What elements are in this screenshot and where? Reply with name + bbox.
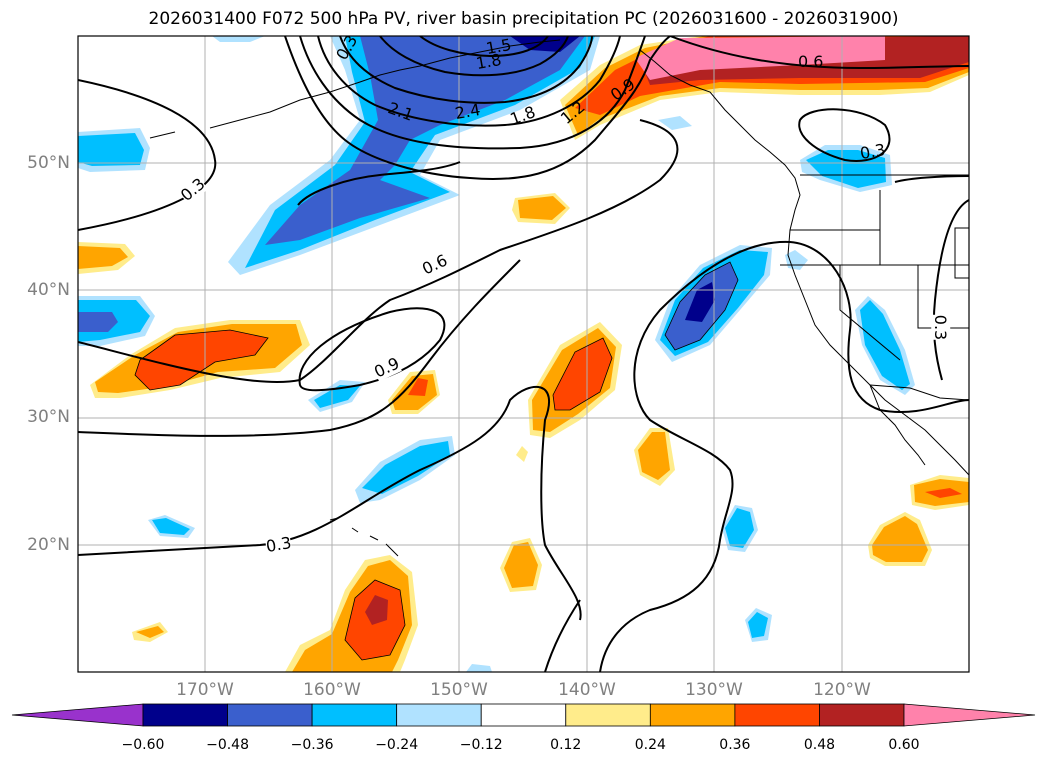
positive-anomaly-region: [365, 595, 388, 625]
graticule: [78, 36, 969, 672]
state-border: [917, 265, 969, 329]
colorbar-tick-label: 0.24: [634, 737, 666, 753]
map-frame: [77, 35, 970, 673]
contour-line: [284, 36, 671, 181]
latitude-label: 30°N: [27, 407, 70, 427]
negative-anomaly-region: [748, 612, 768, 638]
region-outline: [134, 329, 269, 391]
region-outline: [552, 337, 613, 411]
contour-line: [544, 599, 581, 672]
positive-anomaly-region: [635, 36, 885, 80]
precipitation-shading: [78, 36, 969, 672]
contour-line: [894, 175, 969, 183]
negative-anomaly-region: [314, 385, 360, 408]
contour-line: [78, 79, 217, 231]
coastlines: [149, 39, 969, 557]
positive-anomaly-region: [136, 626, 164, 638]
pv-contours: [78, 36, 969, 672]
negative-anomaly-region: [78, 312, 118, 332]
contour-line: [379, 36, 569, 77]
colorbar-tick-label: −0.48: [206, 737, 249, 753]
colorbar-tick-label: 0.60: [888, 737, 920, 753]
negative-anomaly-region: [658, 116, 692, 130]
negative-anomaly-region: [725, 508, 754, 548]
contour-line: [78, 119, 679, 383]
positive-anomaly-region: [78, 246, 128, 269]
contour-line: [599, 240, 969, 672]
contour-line: [299, 36, 646, 150]
contour-label: 0.6: [798, 52, 824, 71]
negative-anomaly-region: [685, 282, 715, 322]
positive-anomaly-region: [638, 432, 670, 480]
positive-anomaly-region: [553, 338, 612, 410]
positive-anomaly-region: [872, 516, 928, 562]
contour-line: [419, 36, 549, 58]
longitude-label: 140°W: [558, 680, 616, 700]
positive-anomaly-region: [135, 330, 268, 390]
map-title: 2026031400 F072 500 hPa PV, river basin …: [148, 9, 899, 29]
negative-anomaly-region: [265, 36, 585, 245]
positive-anomaly-region: [516, 446, 528, 462]
colorbar-tick-label: 0.48: [803, 737, 836, 753]
latitude-label: 40°N: [27, 280, 70, 300]
latitude-label: 50°N: [27, 153, 70, 173]
baja-california-coastline: [869, 384, 926, 466]
us-mexico-border: [869, 384, 969, 401]
negative-anomaly-region: [362, 441, 450, 494]
state-border: [954, 227, 969, 279]
positive-anomaly-region: [518, 196, 566, 220]
negative-anomaly-region: [152, 518, 190, 535]
colorbar-tick-label: −0.36: [290, 737, 334, 753]
contour-line: [317, 36, 621, 127]
contour-line: [298, 307, 446, 392]
colorbar-tick-label: 0.36: [719, 737, 751, 753]
shading-outline: [134, 261, 739, 661]
positive-anomaly-region: [504, 542, 538, 588]
contour-line: [669, 36, 969, 70]
longitude-label: 130°W: [685, 680, 743, 700]
colorbar-tick-label: −0.24: [375, 737, 419, 753]
contour-line: [798, 108, 891, 162]
longitude-label: 160°W: [303, 680, 361, 700]
positive-anomaly-region: [925, 488, 962, 498]
colorbar-tick-label: −0.60: [121, 737, 165, 753]
negative-anomaly-region: [510, 36, 580, 52]
region-outline: [664, 261, 739, 351]
longitude-label: 150°W: [430, 680, 488, 700]
longitude-label: 170°W: [176, 680, 234, 700]
contour-line: [932, 199, 969, 381]
colorbar-tick-label: 0.12: [550, 737, 582, 753]
contour-line: [297, 161, 461, 206]
contour-line: [78, 386, 582, 621]
contour-line: [78, 259, 521, 437]
state-border: [839, 265, 901, 361]
colorbar-tick-label: −0.12: [459, 737, 503, 753]
negative-anomaly-region: [860, 300, 910, 390]
latitude-label: 20°N: [27, 535, 70, 555]
negative-anomaly-region: [78, 133, 144, 166]
contour-label: 0.3: [931, 314, 951, 341]
negative-anomaly-region: [212, 36, 265, 42]
longitude-label: 120°W: [813, 680, 871, 700]
negative-anomaly-region: [466, 664, 492, 672]
contour-line: [339, 36, 593, 104]
positive-anomaly-region: [408, 378, 428, 396]
region-outline: [344, 579, 406, 661]
